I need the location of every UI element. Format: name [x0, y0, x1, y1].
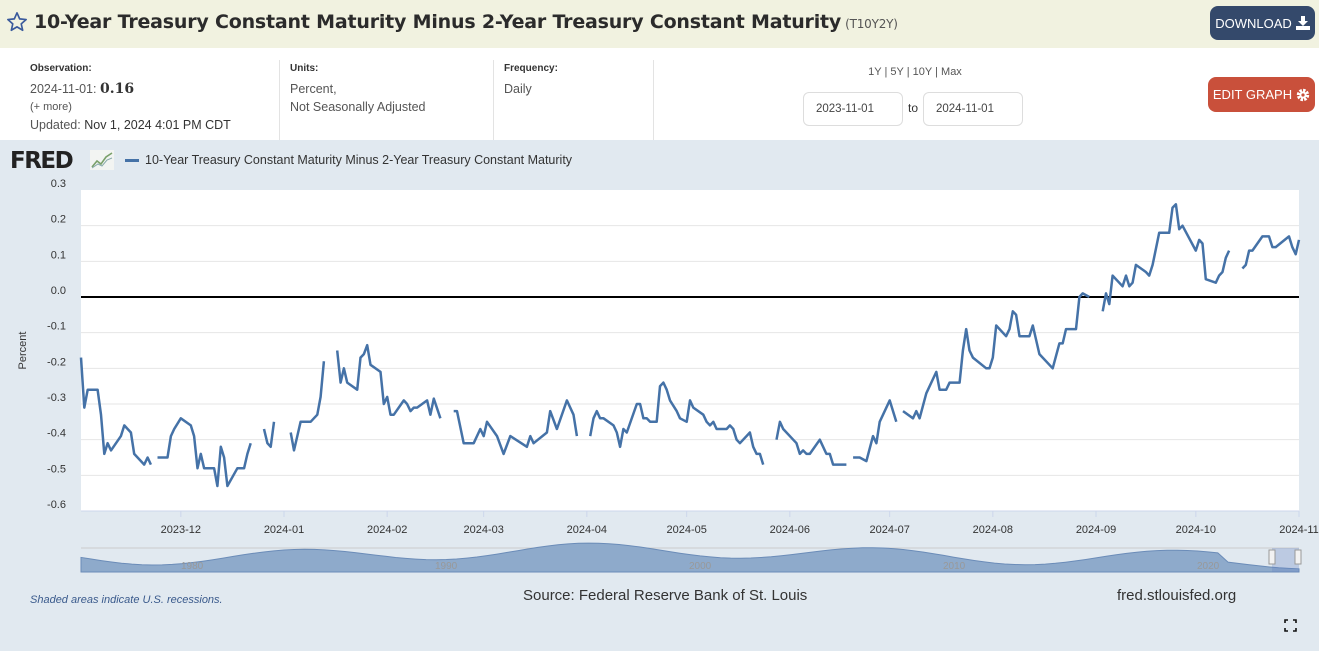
- navigator-handle-left[interactable]: [1268, 549, 1276, 565]
- observation-value: 0.16: [99, 81, 135, 97]
- series-id: (T10Y2Y): [845, 17, 898, 31]
- page-header: 10-Year Treasury Constant Maturity Minus…: [0, 0, 1319, 48]
- start-date-input[interactable]: [803, 92, 903, 126]
- navigator-year-label: 2010: [943, 561, 966, 572]
- source-note: Source: Federal Reserve Bank of St. Loui…: [523, 587, 808, 604]
- edit-graph-button[interactable]: EDIT GRAPH: [1208, 77, 1315, 112]
- recession-note: Shaded areas indicate U.S. recessions.: [30, 594, 223, 606]
- y-tick-label: -0.2: [47, 356, 66, 368]
- x-tick-label: 2024-02: [367, 524, 407, 536]
- legend-label: 10-Year Treasury Constant Maturity Minus…: [145, 153, 573, 167]
- x-tick-label: 2024-07: [869, 524, 909, 536]
- y-tick-label: -0.6: [47, 499, 66, 511]
- series-line-segment: [853, 399, 898, 463]
- x-tick-label: 2024-06: [770, 524, 810, 536]
- series-line-segment: [775, 420, 847, 466]
- more-observations-link[interactable]: (+ more): [30, 101, 72, 113]
- series-line-segment: [335, 343, 442, 419]
- updated-value: Nov 1, 2024 4:01 PM CDT: [84, 118, 231, 132]
- download-button[interactable]: DOWNLOAD: [1210, 6, 1315, 40]
- series-line-segment: [1101, 203, 1231, 312]
- range-1y[interactable]: 1Y: [868, 66, 882, 78]
- download-label: DOWNLOAD: [1215, 15, 1292, 31]
- navigator-year-label: 2020: [1197, 561, 1220, 572]
- line-chart: 0.3 0.2 0.1 0.0 -0.1 -0.2 -0.3 -0.4 -0.5 -0.6 2023…: [17, 178, 1319, 573]
- x-tick-label: 2024-08: [973, 524, 1013, 536]
- x-tick-label: 2024-05: [666, 524, 706, 536]
- divider: [279, 60, 280, 140]
- series-line-segment: [289, 361, 326, 452]
- fred-chart-logo-icon: [90, 150, 114, 170]
- series-line-segment: [902, 292, 1090, 420]
- units-label: Units:: [290, 63, 319, 74]
- observation-date: 2024-11-01:: [30, 82, 97, 96]
- range-5y[interactable]: 5Y: [890, 66, 904, 78]
- series-title: 10-Year Treasury Constant Maturity Minus…: [34, 11, 842, 33]
- series-line-segment: [157, 417, 252, 488]
- y-axis-label: Percent: [17, 332, 29, 370]
- chart-legend[interactable]: 10-Year Treasury Constant Maturity Minus…: [125, 153, 572, 167]
- frequency-value: Daily: [504, 82, 532, 96]
- y-tick-label: -0.3: [47, 392, 66, 404]
- x-tick-label: 2024-09: [1076, 524, 1116, 536]
- fred-logo[interactable]: FRED: [10, 148, 74, 174]
- gear-icon: [1296, 88, 1310, 101]
- frequency-block: Frequency: Daily: [504, 60, 558, 98]
- x-tick-label: 2024-04: [567, 524, 607, 536]
- divider: [653, 60, 654, 140]
- seasonal-adjustment: Not Seasonally Adjusted: [290, 100, 426, 114]
- series-line-segment: [79, 357, 153, 466]
- updated-label: Updated:: [30, 118, 81, 132]
- series-line-segment: [453, 399, 579, 456]
- x-tick-label: 2023-12: [161, 524, 201, 536]
- fullscreen-icon[interactable]: [1284, 619, 1297, 632]
- navigator-handle-right[interactable]: [1294, 549, 1302, 565]
- to-label: to: [908, 101, 919, 115]
- range-10y[interactable]: 10Y: [912, 66, 933, 78]
- x-tick-label: 2024-11: [1279, 524, 1319, 536]
- series-line-segment: [588, 381, 765, 465]
- navigator-year-label: 2000: [689, 561, 712, 572]
- navigator-year-label: 1980: [181, 561, 204, 572]
- y-tick-label: 0.3: [51, 178, 66, 190]
- divider: [493, 60, 494, 140]
- range-max[interactable]: Max: [941, 66, 962, 78]
- series-line-segment: [1241, 235, 1301, 270]
- y-tick-label: -0.4: [47, 428, 66, 440]
- y-tick-label: -0.1: [47, 321, 66, 333]
- units-block: Units: Percent, Not Seasonally Adjusted: [290, 60, 426, 116]
- series-line-segment: [262, 421, 276, 449]
- favorite-star-icon[interactable]: [6, 11, 28, 33]
- download-icon: [1295, 16, 1310, 30]
- x-tick-label: 2024-01: [264, 524, 304, 536]
- x-tick-label: 2024-10: [1176, 524, 1216, 536]
- observation-label: Observation:: [30, 63, 92, 74]
- page-title: 10-Year Treasury Constant Maturity Minus…: [34, 11, 898, 33]
- observation-block: Observation: 2024-11-01: 0.16 (+ more) U…: [30, 60, 231, 134]
- y-tick-label: 0.0: [51, 285, 66, 297]
- legend-swatch: [125, 158, 139, 162]
- end-date-input[interactable]: [923, 92, 1023, 126]
- y-tick-label: -0.5: [47, 463, 66, 475]
- navigator-series-area: [80, 542, 1300, 573]
- navigator-year-label: 1990: [435, 561, 458, 572]
- frequency-label: Frequency:: [504, 63, 558, 74]
- plot-area: [81, 190, 1299, 511]
- range-presets: 1Y | 5Y | 10Y | Max: [868, 66, 962, 78]
- x-tick-label: 2024-03: [463, 524, 503, 536]
- series-info: Observation: 2024-11-01: 0.16 (+ more) U…: [0, 48, 1319, 140]
- y-tick-label: 0.1: [51, 249, 66, 261]
- y-tick-label: 0.2: [51, 214, 66, 226]
- edit-graph-label: EDIT GRAPH: [1212, 87, 1293, 102]
- units-value: Percent,: [290, 82, 337, 96]
- fred-url[interactable]: fred.stlouisfed.org: [1117, 587, 1237, 604]
